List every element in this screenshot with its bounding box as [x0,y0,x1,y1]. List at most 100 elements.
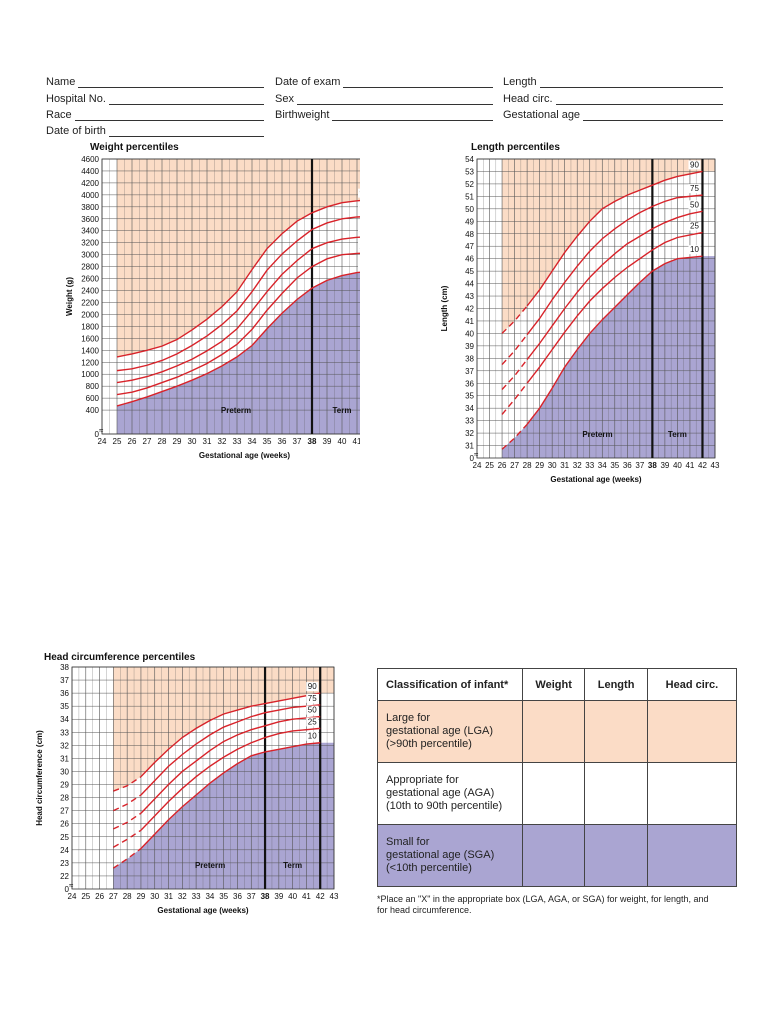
lga-label-line: gestational age (LGA) [386,725,494,737]
percentile-label-bg [688,245,701,255]
y-axis-label: Weight (g) [65,277,74,316]
percentile-75-label: 75 [690,184,699,193]
name-field[interactable]: Name [46,74,264,88]
preterm-label: Preterm [221,406,251,415]
classification-table: Classification of infant* Weight Length … [377,668,738,887]
sga-region [117,272,360,434]
preterm-label: Preterm [582,430,612,439]
y-tick-label: 24 [60,846,69,855]
x-tick-label: 25 [113,437,122,446]
y-tick-label: 3000 [81,251,99,260]
x-tick-label: 31 [203,437,212,446]
date-of-birth-field[interactable]: Date of birth [46,123,264,137]
x-tick-label: 24 [473,461,482,470]
sga-head-circ-box[interactable] [646,824,738,887]
y-tick-label: 3800 [81,203,99,212]
y-tick-label: 53 [465,167,474,176]
percentile-25-label: 25 [690,222,699,231]
x-axis-label: Gestational age (weeks) [550,475,641,484]
length-header: Length [584,668,648,701]
percentile-90-line [140,692,321,778]
y-tick-label: 4200 [81,179,99,188]
aga-head-circ-box[interactable] [646,762,738,825]
y-tick-label: 400 [86,406,100,415]
birthweight-field[interactable]: Birthweight [275,107,493,121]
x-tick-label: 38 [648,461,657,470]
percentile-label-bg [688,200,701,210]
y-tick-label: 32 [60,741,69,750]
y-tick-label: 33 [465,417,474,426]
axis-break-icon: ≈ [474,450,479,459]
plot-frame [476,158,716,459]
sex-label: Sex [275,93,294,105]
sga-length-box[interactable] [584,824,648,887]
x-tick-label: 40 [288,892,297,901]
y-tick-label: 1200 [81,358,99,367]
percentile-50-line [140,715,321,814]
race-field[interactable]: Race [46,107,264,121]
sex-field[interactable]: Sex [275,91,493,105]
x-tick-label: 31 [560,461,569,470]
y-tick-label: 47 [465,242,474,251]
lga-length-box[interactable] [584,700,648,763]
x-tick-label: 28 [123,892,132,901]
x-tick-label: 34 [598,461,607,470]
percentile-label-bg [688,184,701,194]
percentile-25-line [526,231,703,384]
hospital-no-field[interactable]: Hospital No. [46,91,264,105]
x-tick-label: 41 [302,892,311,901]
date-of-exam-label: Date of exam [275,76,341,88]
percentile-75-line [116,216,360,372]
x-tick-label: 25 [81,892,90,901]
head-circ-header: Head circ. [646,668,738,701]
gestational-age-field[interactable]: Gestational age [503,107,723,121]
y-tick-label: 46 [465,255,474,264]
head-circumference-percentiles-chart: Head circumference percentiles 90 75 50 25 10… [36,652,339,915]
date-of-birth-label: Date of birth [46,125,106,137]
lga-head-circ-box[interactable] [646,700,738,763]
x-tick-label: 33 [192,892,201,901]
x-tick-label: 41 [685,461,694,470]
y-tick-label: 41 [465,317,474,326]
aga-weight-box[interactable] [521,762,586,825]
weight-header: Weight [521,668,586,701]
y-tick-label: 2000 [81,310,99,319]
y-tick-label: 25 [60,833,69,842]
percentile-90-dashed-line [113,776,142,792]
head-circ-label: Head circ. [503,93,553,105]
x-tick-label: 34 [205,892,214,901]
sga-label-line: Small for [386,836,430,848]
percentile-10-dashed-line [112,847,142,869]
y-tick-label: 1000 [81,370,99,379]
lga-region [502,159,715,334]
y-tick-label: 0 [470,454,475,463]
length-field[interactable]: Length [503,74,723,88]
lga-weight-box[interactable] [521,700,586,763]
y-tick-label: 23 [60,859,69,868]
y-tick-label: 32 [465,429,474,438]
x-tick-label: 41 [353,437,360,446]
y-tick-label: 1400 [81,346,99,355]
aga-length-box[interactable] [584,762,648,825]
percentile-label-bg [688,221,701,231]
percentile-75-dashed-line [501,334,528,366]
percentile-10-line [116,271,360,407]
percentile-10-label: 10 [308,732,317,741]
x-tick-label: 27 [109,892,118,901]
sga-weight-box[interactable] [521,824,586,887]
y-tick-label: 38 [60,663,69,672]
x-tick-label: 33 [585,461,594,470]
x-tick-label: 32 [573,461,582,470]
lga-row: Large for gestational age (LGA) (>90th p… [377,700,738,763]
x-tick-label: 27 [510,461,519,470]
y-tick-label: 48 [465,230,474,239]
percentile-label-bg [358,188,360,198]
x-tick-label: 32 [218,437,227,446]
head-circ-field[interactable]: Head circ. [503,91,723,105]
race-label: Race [46,109,72,121]
aga-label-line: gestational age (AGA) [386,787,495,799]
date-of-exam-field[interactable]: Date of exam [275,74,493,88]
percentile-75-label: 75 [308,694,317,703]
y-tick-label: 600 [86,394,100,403]
percentile-75-line [140,704,321,796]
